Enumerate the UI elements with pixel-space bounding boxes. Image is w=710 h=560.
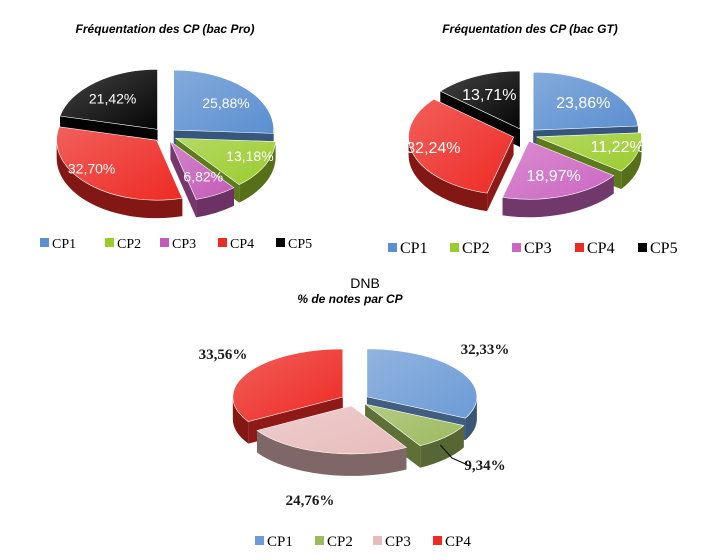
pie-chart-3: 32,33% 9,34% 24,76% 33,56% DNB% de notes par…	[199, 275, 510, 550]
slice-cp1	[366, 348, 478, 419]
pie-chart-2: 23,86% 11,22% 18,97% 32,24% 13,71% Fréquentat…	[388, 22, 678, 257]
legend-swatch-cp5	[276, 238, 285, 247]
slice-side-cp1-0	[465, 396, 477, 441]
legend-label-cp2: CP2	[117, 237, 141, 252]
legend-label-cp4: CP4	[230, 237, 254, 252]
slice-cp3	[502, 140, 615, 200]
legend-swatch-cp2	[450, 243, 459, 252]
legend: CP1 CP2 CP3 CP4 CP5	[388, 240, 678, 257]
slice-side-cp3-0	[196, 187, 234, 218]
slice-cp3	[169, 140, 235, 200]
legend-label-cp4: CP4	[587, 240, 615, 257]
pie-chart-1: 25,88% 13,18%6,82% 32,70% 21,42% Fréquentati…	[40, 22, 312, 252]
data-label-cp2: 11,22%	[591, 139, 644, 156]
data-label-cp1: 32,33%	[461, 342, 510, 358]
data-label-cp3: 24,76%	[286, 493, 335, 509]
data-label-cp1: 25,88%	[202, 95, 249, 111]
legend-label-cp3: CP3	[172, 237, 196, 252]
chart-title: Fréquentation des CP (bac Pro)	[76, 22, 255, 36]
slice-cp2	[536, 132, 642, 172]
slice-wall-cp3-1	[170, 141, 197, 218]
data-label-cp4: 33,56%	[199, 347, 248, 363]
slice-cp4	[232, 348, 344, 422]
legend: CP1 CP2 CP3 CP4 CP5	[40, 237, 312, 252]
legend-label-cp5: CP5	[650, 240, 678, 257]
leader-line-cp2	[439, 444, 471, 467]
slice-wall-cp4-0	[487, 136, 514, 212]
slice-cp2	[174, 137, 276, 185]
slice-cp3	[256, 405, 408, 455]
data-label-cp3: 18,97%	[527, 168, 581, 185]
slice-cp2	[365, 403, 465, 447]
chart-subtitle: % de notes par CP	[297, 292, 403, 306]
legend-swatch-cp5	[638, 243, 647, 252]
slice-side-cp4-0	[56, 140, 183, 219]
legend-swatch-cp1	[255, 536, 264, 545]
legend-label-cp2: CP2	[327, 534, 353, 550]
data-label-cp1: 23,86%	[556, 95, 610, 112]
legend-label-cp1: CP1	[267, 534, 293, 550]
legend-label-cp5: CP5	[288, 237, 312, 252]
data-label-cp5: 21,42%	[89, 90, 136, 106]
legend-label-cp3: CP3	[524, 240, 552, 257]
data-label-cp2: 13,18%	[226, 148, 273, 164]
legend: CP1 CP2 CP3 CP4	[255, 534, 471, 550]
slice-side-cp4-0	[408, 136, 488, 212]
legend-label-cp3: CP3	[385, 534, 411, 550]
legend-swatch-cp3	[512, 243, 521, 252]
slice-cp4	[56, 126, 183, 201]
data-label-cp4: 32,70%	[68, 161, 115, 177]
legend-label-cp4: CP4	[445, 534, 471, 550]
slice-cp1	[532, 71, 639, 131]
legend-swatch-cp4	[433, 536, 442, 545]
legend-swatch-cp1	[40, 238, 49, 247]
slice-cp4	[408, 98, 514, 194]
legend-swatch-cp2	[315, 536, 324, 545]
slice-cp5	[59, 69, 158, 130]
slice-cp1	[173, 69, 274, 134]
legend-swatch-cp3	[373, 536, 382, 545]
legend-swatch-cp4	[575, 243, 584, 252]
legend-swatch-cp4	[218, 238, 227, 247]
slice-side-cp4-0	[232, 396, 249, 444]
legend-swatch-cp1	[388, 243, 397, 252]
slice-side-cp2-0	[239, 141, 276, 203]
data-label-cp3: 6,82%	[183, 169, 223, 185]
slice-side-cp3-0	[502, 175, 614, 218]
slice-side-cp2-0	[621, 136, 642, 190]
slice-cp5	[439, 70, 521, 130]
legend-label-cp2: CP2	[462, 240, 490, 257]
chart-title: DNB	[350, 275, 380, 291]
legend-swatch-cp2	[105, 238, 114, 247]
legend-swatch-cp3	[160, 238, 169, 247]
data-label-cp4: 32,24%	[406, 140, 460, 157]
chart-title: Fréquentation des CP (bac GT)	[442, 22, 618, 36]
legend-label-cp1: CP1	[400, 240, 428, 257]
legend-label-cp1: CP1	[52, 237, 76, 252]
data-label-cp5: 13,71%	[462, 87, 516, 104]
data-label-cp2: 9,34%	[464, 458, 505, 474]
